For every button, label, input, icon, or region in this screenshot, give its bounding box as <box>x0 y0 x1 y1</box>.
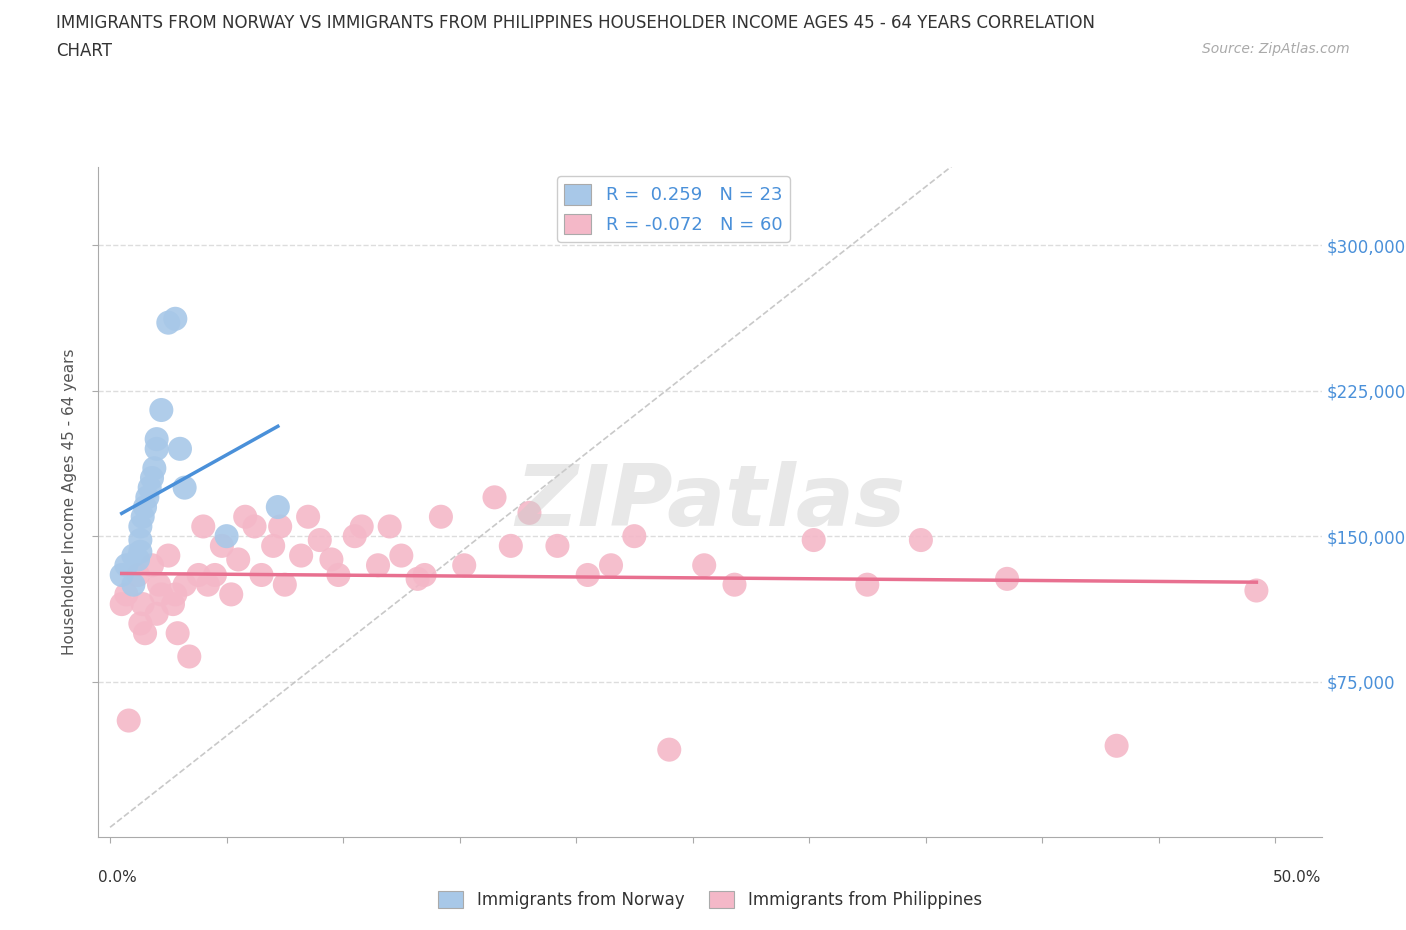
Legend: R =  0.259   N = 23, R = -0.072   N = 60: R = 0.259 N = 23, R = -0.072 N = 60 <box>557 177 790 242</box>
Point <box>269 519 291 534</box>
Point <box>328 567 350 582</box>
Point <box>803 533 825 548</box>
Point <box>143 460 166 475</box>
Point <box>546 538 568 553</box>
Point <box>367 558 389 573</box>
Point <box>169 442 191 457</box>
Point <box>243 519 266 534</box>
Point <box>600 558 623 573</box>
Point <box>215 529 238 544</box>
Point <box>138 480 160 495</box>
Point <box>187 567 209 582</box>
Point <box>623 529 645 544</box>
Point <box>129 616 152 631</box>
Point <box>219 587 242 602</box>
Point <box>150 403 173 418</box>
Point <box>115 587 138 602</box>
Point <box>389 548 412 563</box>
Point <box>484 490 506 505</box>
Point <box>197 578 219 592</box>
Point <box>127 552 149 567</box>
Point <box>129 519 152 534</box>
Point <box>134 499 156 514</box>
Point <box>115 558 138 573</box>
Point <box>211 538 233 553</box>
Text: IMMIGRANTS FROM NORWAY VS IMMIGRANTS FROM PHILIPPINES HOUSEHOLDER INCOME AGES 45: IMMIGRANTS FROM NORWAY VS IMMIGRANTS FRO… <box>56 14 1095 32</box>
Point <box>453 558 475 573</box>
Text: ZIPatlas: ZIPatlas <box>515 460 905 544</box>
Point <box>995 571 1018 586</box>
Point <box>145 442 167 457</box>
Point <box>141 558 163 573</box>
Point <box>129 533 152 548</box>
Point <box>165 587 187 602</box>
Point <box>250 567 273 582</box>
Point <box>576 567 599 582</box>
Text: 50.0%: 50.0% <box>1274 870 1322 884</box>
Point <box>204 567 226 582</box>
Point <box>226 552 249 567</box>
Text: Source: ZipAtlas.com: Source: ZipAtlas.com <box>1202 42 1350 56</box>
Point <box>308 533 330 548</box>
Point <box>162 597 184 612</box>
Point <box>127 567 149 582</box>
Point <box>131 510 153 525</box>
Point <box>111 597 134 612</box>
Point <box>157 548 180 563</box>
Point <box>233 510 256 525</box>
Point <box>1105 738 1128 753</box>
Point <box>131 597 153 612</box>
Point <box>297 510 319 525</box>
Point <box>519 505 541 520</box>
Point <box>267 499 290 514</box>
Point <box>122 578 145 592</box>
Point <box>193 519 215 534</box>
Point <box>148 578 170 592</box>
Point <box>129 544 152 559</box>
Point <box>406 571 429 586</box>
Point <box>111 567 134 582</box>
Point <box>910 533 932 548</box>
Point <box>173 578 195 592</box>
Point <box>157 315 180 330</box>
Point <box>430 510 453 525</box>
Point <box>166 626 188 641</box>
Point <box>723 578 745 592</box>
Point <box>122 548 145 563</box>
Point <box>136 490 159 505</box>
Point <box>856 578 879 592</box>
Point <box>179 649 201 664</box>
Point <box>658 742 681 757</box>
Point <box>693 558 716 573</box>
Point <box>150 587 173 602</box>
Point <box>134 626 156 641</box>
Point <box>413 567 436 582</box>
Point <box>145 432 167 446</box>
Point <box>290 548 312 563</box>
Point <box>145 606 167 621</box>
Point <box>499 538 522 553</box>
Point <box>118 713 141 728</box>
Point <box>165 312 187 326</box>
Point <box>343 529 366 544</box>
Point <box>378 519 401 534</box>
Text: 0.0%: 0.0% <box>98 870 138 884</box>
Point <box>274 578 297 592</box>
Point <box>141 471 163 485</box>
Point <box>1246 583 1268 598</box>
Text: CHART: CHART <box>56 42 112 60</box>
Point <box>173 480 195 495</box>
Point <box>350 519 373 534</box>
Point <box>321 552 343 567</box>
Y-axis label: Householder Income Ages 45 - 64 years: Householder Income Ages 45 - 64 years <box>62 349 77 656</box>
Point <box>262 538 284 553</box>
